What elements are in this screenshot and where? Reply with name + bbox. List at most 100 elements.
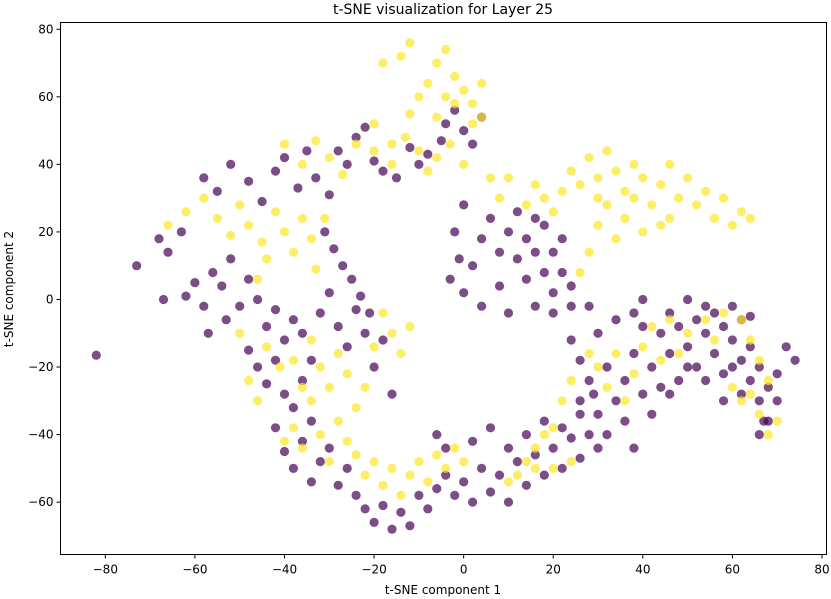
- data-point: [297, 375, 307, 386]
- data-point: [369, 457, 379, 467]
- data-point: [790, 355, 800, 365]
- data-point: [566, 301, 576, 311]
- data-point: [351, 139, 361, 149]
- data-point: [288, 315, 298, 325]
- data-point: [190, 278, 200, 288]
- data-point: [360, 470, 370, 480]
- data-point: [709, 213, 720, 223]
- data-point: [450, 99, 460, 109]
- data-point: [356, 291, 366, 301]
- data-point: [593, 443, 603, 453]
- y-tick-label: −40: [28, 428, 53, 442]
- data-point: [253, 294, 263, 305]
- data-point: [360, 122, 370, 132]
- data-point: [512, 207, 523, 217]
- data-point: [620, 416, 630, 426]
- x-tick-label: 80: [814, 563, 829, 577]
- data-point: [503, 173, 514, 183]
- data-point: [718, 308, 729, 318]
- data-point: [279, 139, 290, 149]
- data-point: [235, 301, 245, 311]
- data-point: [342, 463, 352, 473]
- data-point: [405, 521, 415, 531]
- data-point: [270, 355, 281, 365]
- data-point: [575, 453, 585, 463]
- x-axis: −80 −60 −40 −20 0 20 40 60 80: [93, 554, 830, 577]
- data-point: [163, 220, 173, 230]
- data-point: [647, 321, 657, 332]
- data-point: [369, 119, 379, 129]
- data-point: [620, 213, 630, 223]
- data-point: [351, 132, 361, 142]
- data-point: [468, 139, 478, 149]
- data-point: [530, 443, 540, 453]
- data-point: [288, 423, 298, 433]
- data-point: [468, 261, 478, 271]
- data-point: [548, 288, 558, 298]
- data-point: [423, 477, 433, 487]
- data-point: [441, 92, 451, 102]
- x-tick-label: 0: [460, 563, 468, 577]
- data-point: [683, 173, 693, 183]
- data-point: [414, 159, 424, 169]
- data-point: [736, 389, 747, 399]
- data-point: [521, 274, 532, 284]
- data-point: [727, 362, 738, 372]
- data-point: [539, 193, 549, 203]
- data-point: [754, 430, 764, 440]
- data-point: [324, 153, 334, 163]
- data-point: [324, 382, 334, 392]
- data-point: [557, 267, 567, 278]
- y-axis-label: t-SNE component 2: [2, 231, 16, 347]
- data-point: [257, 237, 267, 247]
- plot-frame: [60, 22, 827, 555]
- data-point: [593, 362, 603, 372]
- data-point: [387, 524, 397, 534]
- data-point: [441, 119, 451, 129]
- data-point: [629, 193, 639, 203]
- data-point: [235, 200, 245, 210]
- data-point: [338, 169, 348, 180]
- data-point: [683, 362, 693, 372]
- data-point: [727, 382, 738, 392]
- data-point: [754, 362, 764, 372]
- data-point: [369, 362, 379, 372]
- data-point: [674, 375, 684, 386]
- data-point: [311, 136, 321, 146]
- data-point: [262, 379, 272, 389]
- data-point: [253, 274, 263, 284]
- data-point: [754, 396, 764, 406]
- data-point: [477, 234, 487, 244]
- data-point: [369, 342, 379, 352]
- data-point: [745, 389, 755, 399]
- data-point: [665, 389, 675, 399]
- data-point: [293, 183, 303, 193]
- data-point: [709, 348, 720, 359]
- data-point: [638, 227, 648, 237]
- data-point: [656, 355, 666, 365]
- data-point: [275, 362, 285, 372]
- data-point: [306, 396, 316, 406]
- data-point: [477, 112, 487, 122]
- data-point: [593, 193, 603, 203]
- data-point: [566, 166, 576, 176]
- data-point: [226, 230, 236, 240]
- data-point: [270, 207, 281, 217]
- data-point: [297, 213, 307, 223]
- data-point: [548, 247, 558, 257]
- data-point: [584, 430, 594, 440]
- data-point: [445, 139, 455, 149]
- data-point: [405, 470, 415, 480]
- data-point: [270, 423, 281, 433]
- data-point: [445, 274, 455, 284]
- data-point: [396, 507, 406, 517]
- data-point: [566, 335, 576, 345]
- data-point: [347, 274, 357, 284]
- data-point: [629, 308, 639, 318]
- data-point: [208, 267, 218, 278]
- data-point: [459, 288, 469, 298]
- data-point: [763, 430, 773, 440]
- data-point: [647, 409, 657, 419]
- data-point: [306, 355, 316, 365]
- data-point: [701, 315, 711, 325]
